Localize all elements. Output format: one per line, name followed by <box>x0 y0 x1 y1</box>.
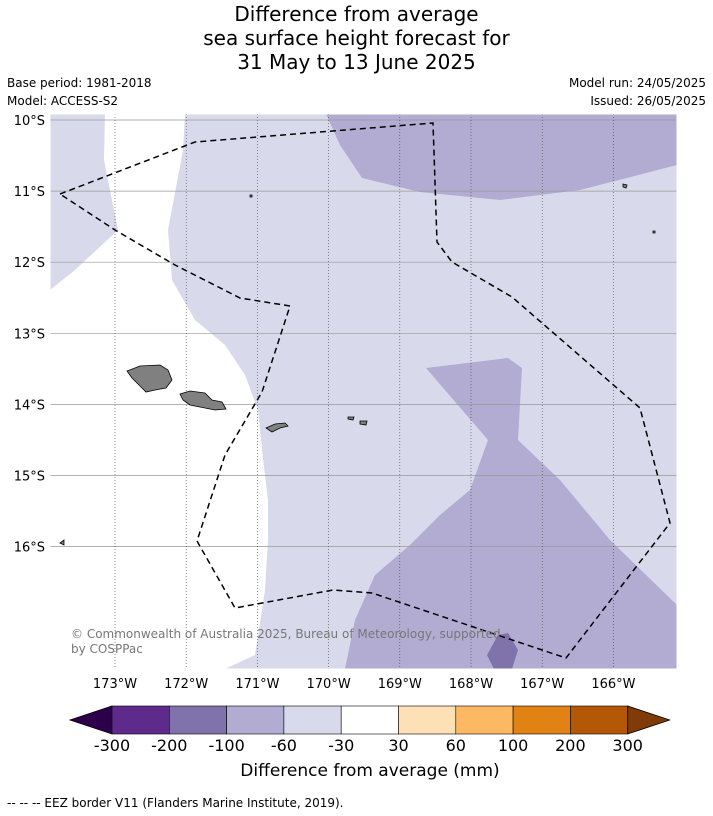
title-line-1: Difference from average <box>234 2 479 26</box>
island-upolu <box>179 390 227 411</box>
colorbar-tick-9: 300 <box>612 736 643 755</box>
map-frame <box>49 113 678 670</box>
lat-label-3: 13°S <box>14 327 45 342</box>
colorbar-tick-2: -100 <box>208 736 244 755</box>
colorbar-tick-3: -60 <box>271 736 297 755</box>
copyright-line-1: © Commonwealth of Australia 2025, Bureau… <box>71 627 501 641</box>
title-line-3: 31 May to 13 June 2025 <box>237 50 476 74</box>
lon-label-4: 169°W <box>378 677 422 692</box>
land-masses <box>59 183 656 546</box>
title-line-2: sea surface height forecast for <box>203 26 510 50</box>
map-figure: 10°S11°S12°S13°S14°S15°S16°S 173°W 172°W 1… <box>14 113 678 755</box>
lat-label-5: 15°S <box>14 470 45 485</box>
island-small-3 <box>652 230 656 234</box>
eez-borders <box>58 122 671 659</box>
island-small-4 <box>59 539 65 546</box>
colorbar-segment-3 <box>226 705 285 735</box>
lat-label-2: 12°S <box>14 256 45 271</box>
colorbar-tick-6: 60 <box>446 736 466 755</box>
colorbar-segment-8 <box>512 705 571 735</box>
lon-label-5: 168°W <box>449 677 493 692</box>
island-manua-1 <box>347 416 355 421</box>
latitude-labels: 10°S 11°S 12°S 13°S 14°S 15°S 16°S <box>14 114 45 556</box>
lon-label-2: 171°W <box>235 677 279 692</box>
colorbar-tick-4: -30 <box>328 736 354 755</box>
base-period-label: Base period: 1981-2018 <box>7 76 152 90</box>
lat-label-1: 11°S <box>14 185 45 200</box>
footnote-eez: -- -- -- EEZ border V11 (Flanders Marine… <box>7 796 344 810</box>
colorbar: -300 -200 -100 -60 -30 30 60 100 200 300 <box>68 705 671 755</box>
colorbar-segment-7 <box>455 705 514 735</box>
meta-right: Model run: 24/05/2025 Issued: 26/05/2025 <box>569 74 706 110</box>
lon-label-3: 170°W <box>307 677 351 692</box>
lon-label-0: 173°W <box>93 677 137 692</box>
longitude-labels: 173°W 172°W 171°W 170°W 169°W 168°W 167°W 166°W <box>93 677 636 692</box>
lat-label-0: 10°S <box>14 114 45 129</box>
lon-label-6: 167°W <box>520 677 564 692</box>
lat-label-4: 14°S <box>14 398 45 413</box>
colorbar-title: Difference from average (mm) <box>240 761 500 781</box>
colorbar-segment-5 <box>340 705 399 735</box>
island-small-1 <box>249 194 253 198</box>
chart-title: Difference from average sea surface heig… <box>0 2 713 74</box>
meta-left: Base period: 1981-2018 Model: ACCESS-S2 <box>7 74 152 110</box>
colorbar-segment-1 <box>111 705 170 735</box>
island-small-2 <box>622 183 628 189</box>
island-manua-2 <box>359 420 368 426</box>
colorbar-tick-7: 100 <box>498 736 529 755</box>
issued-label: Issued: 26/05/2025 <box>590 94 706 108</box>
field-dark-purple-patch <box>487 633 518 669</box>
field-purple-northeast <box>326 114 677 200</box>
colorbar-extend-high <box>627 705 671 735</box>
colorbar-tick-0: -300 <box>94 736 130 755</box>
lon-label-1: 172°W <box>164 677 208 692</box>
gridlines <box>50 114 677 669</box>
model-label: Model: ACCESS-S2 <box>7 94 119 108</box>
colorbar-tick-8: 200 <box>555 736 586 755</box>
lon-label-7: 166°W <box>591 677 635 692</box>
island-tutuila <box>265 422 289 433</box>
map-fields <box>50 114 677 669</box>
colorbar-tick-1: -200 <box>151 736 187 755</box>
colorbar-segment-2 <box>169 705 227 735</box>
lat-label-6: 16°S <box>14 541 45 556</box>
field-white-west <box>50 114 268 669</box>
eez-border-samoa <box>58 122 671 659</box>
model-run-label: Model run: 24/05/2025 <box>568 76 706 90</box>
colorbar-segment-4 <box>283 705 342 735</box>
colorbar-segment-9 <box>570 705 629 735</box>
colorbar-segment-6 <box>398 705 457 735</box>
field-purple-south <box>345 358 677 669</box>
copyright-line-2: by COSPPac <box>71 642 143 656</box>
colorbar-tick-5: 30 <box>388 736 408 755</box>
colorbar-extend-low <box>68 705 113 735</box>
island-savaii <box>126 364 173 393</box>
